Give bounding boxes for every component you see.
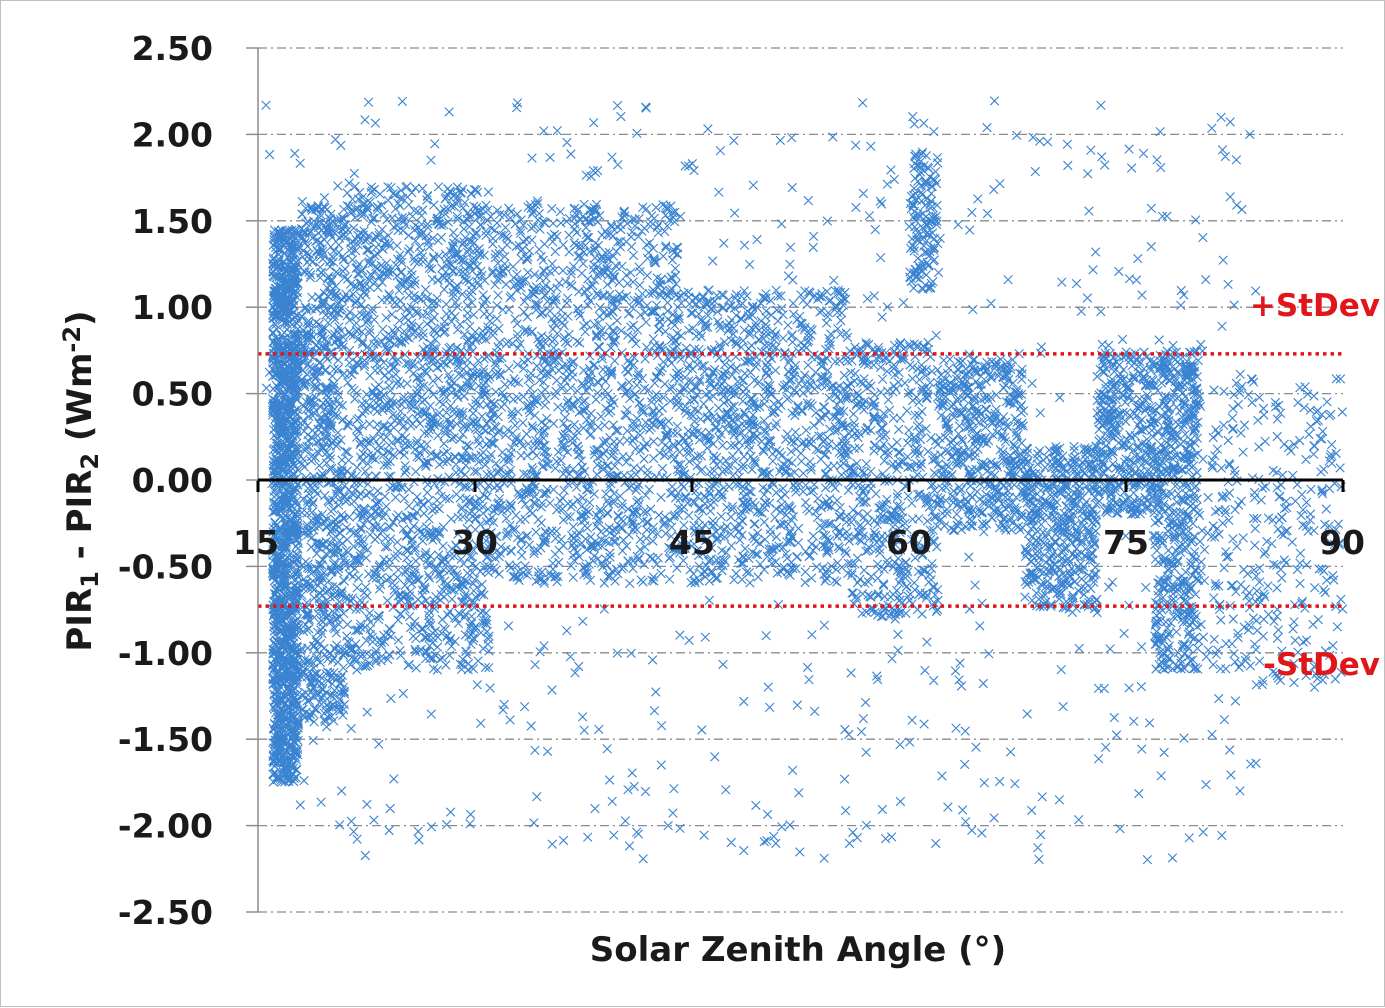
y-tick-label-3: 1.00 (132, 288, 213, 327)
y-tick-label-5: 0.00 (132, 461, 213, 500)
x-tick-label-3: 60 (886, 523, 932, 562)
stdev-label-minus: -StDev (1263, 647, 1380, 683)
y-tick-label-7: -1.00 (118, 634, 213, 673)
stdev-lines: +StDev -StDev (258, 288, 1380, 683)
x-axis-label: Solar Zenith Angle (°) (590, 930, 1006, 970)
axes (246, 47, 1345, 913)
x-tick-label-1: 30 (452, 523, 498, 562)
x-tick-label-4: 75 (1103, 523, 1149, 562)
x-tick-label-0: 15 (233, 523, 279, 562)
y-label-part-1: 1 (76, 571, 104, 588)
y-axis-label: PIR1 - PIR2 (Wm-2) (58, 310, 104, 651)
scatter-marks (261, 96, 1348, 865)
y-tick-label-1: 2.00 (132, 115, 213, 154)
y-label-part-0: PIR (60, 588, 100, 652)
y-label-part-6: ) (60, 310, 100, 326)
y-label-part-4: (Wm (60, 353, 100, 453)
y-tick-labels: 2.50 2.00 1.50 1.00 0.50 0.00 -0.50 -1.00 -1.50 -… (118, 29, 213, 932)
y-tick-label-4: 0.50 (132, 375, 213, 414)
x-tick-label-5: 90 (1319, 523, 1365, 562)
stdev-label-plus: +StDev (1250, 288, 1380, 324)
y-label-part-3: 2 (76, 453, 104, 470)
x-tick-labels: 15 30 45 60 75 90 (233, 523, 1365, 562)
y-tick-label-2: 1.50 (132, 202, 213, 241)
y-tick-label-10: -2.50 (118, 893, 213, 932)
y-tick-label-8: -1.50 (118, 720, 213, 759)
x-tick-label-2: 45 (669, 523, 715, 562)
y-tick-label-6: -0.50 (118, 547, 213, 586)
data-points (261, 96, 1348, 865)
y-label-part-2: - PIR (60, 470, 100, 572)
y-label-part-5: -2 (58, 326, 86, 353)
y-tick-label-9: -2.00 (118, 807, 213, 846)
y-tick-label-0: 2.50 (132, 29, 213, 68)
